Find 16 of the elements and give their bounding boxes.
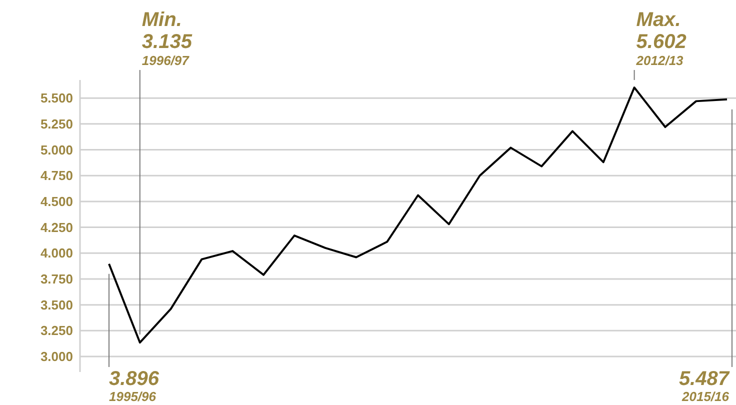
y-tick-label: 3.500: [40, 297, 73, 312]
annotation: 3.896 1995/96: [109, 368, 160, 404]
y-tick-label: 3.750: [40, 272, 73, 287]
y-tick-label: 5.250: [40, 116, 73, 132]
y-tick-label: 4.250: [40, 220, 73, 235]
y-tick-label: 5.500: [40, 90, 73, 106]
text: Max. 5.602 2012/13: [635, 9, 686, 68]
y-tick-label: 4.750: [40, 168, 73, 184]
y-tick-label: 4.500: [40, 194, 73, 209]
y-tick-label: 3.000: [40, 349, 73, 364]
text: Min. 3.135 1996/97: [142, 9, 193, 68]
y-tick-label: 4.000: [40, 246, 73, 261]
y-tick-label: 3.250: [40, 323, 73, 338]
y-tick-label: 5.000: [40, 142, 73, 158]
line-series: [108, 86, 728, 344]
annotation: 5.487 2015/16: [678, 368, 730, 404]
